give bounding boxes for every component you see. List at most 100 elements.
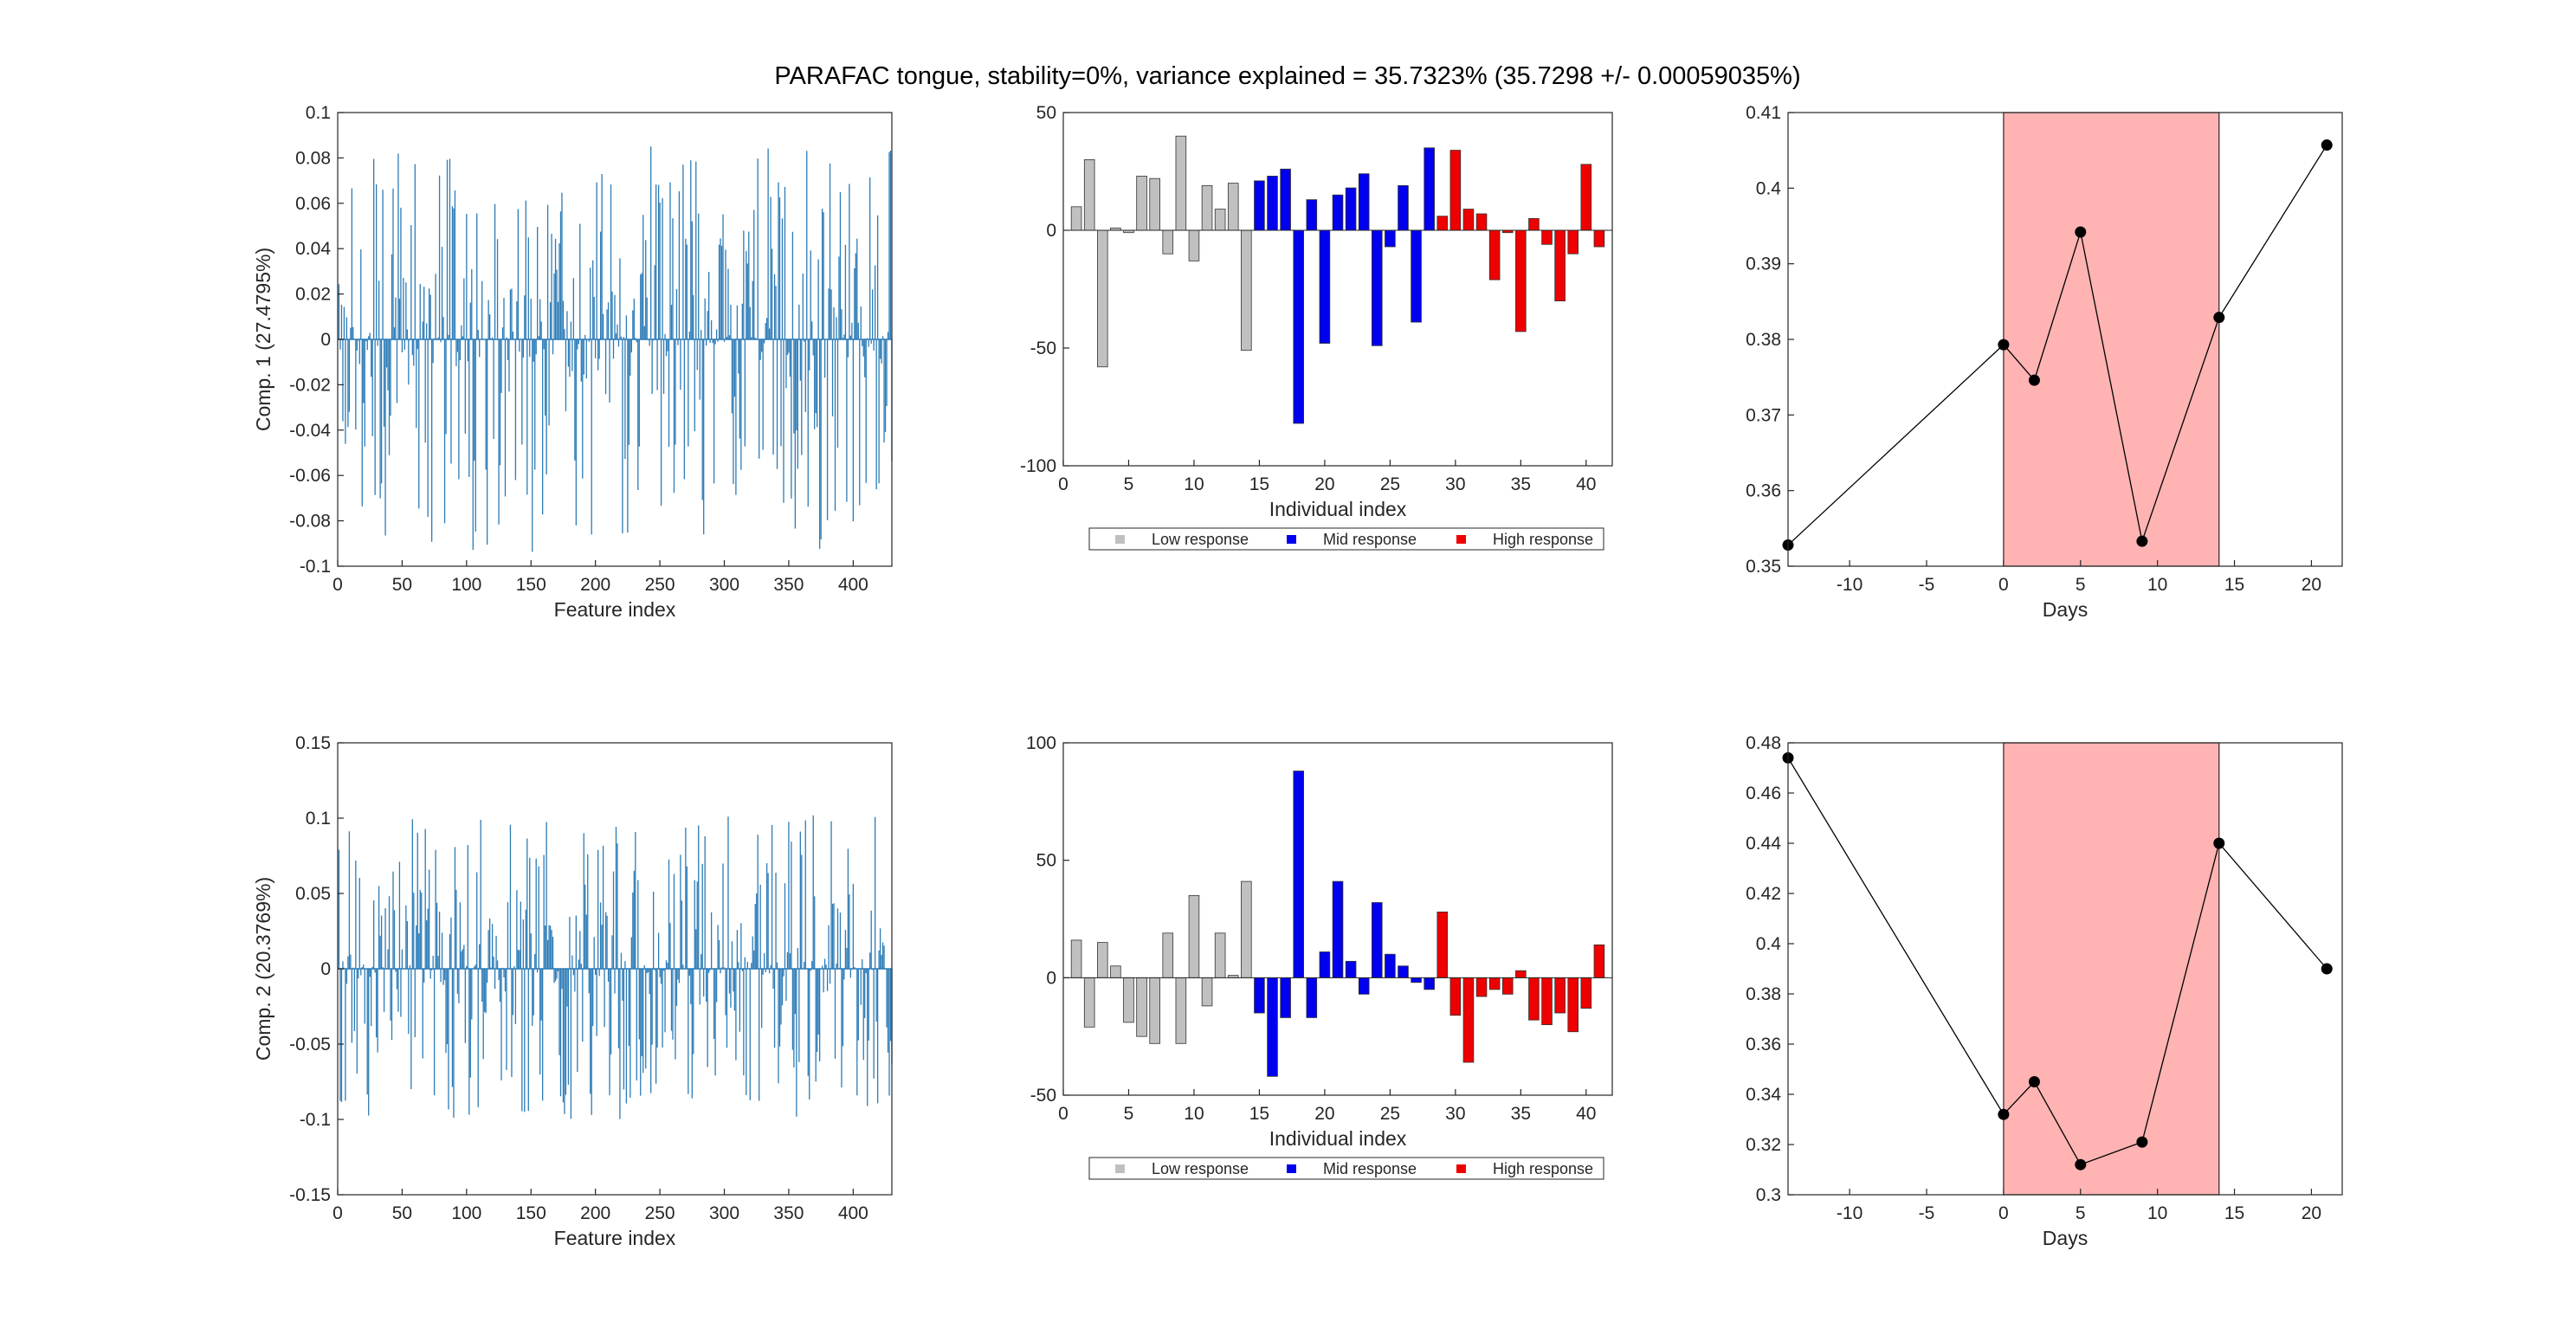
x-tick-label: 300 xyxy=(709,575,739,595)
x-tick-label: 300 xyxy=(709,1203,739,1223)
bar-low xyxy=(1136,176,1147,231)
y-tick-label: 0.38 xyxy=(1746,984,1781,1004)
bar-low xyxy=(1096,229,1108,368)
bar-low xyxy=(1149,977,1160,1044)
x-tick-label: 0 xyxy=(1058,474,1068,494)
x-tick-label: -5 xyxy=(1919,1203,1935,1223)
y-axis-label: Comp. 2 (20.3769%) xyxy=(252,877,274,1061)
bar-high xyxy=(1593,944,1605,978)
bar-high xyxy=(1580,977,1592,1009)
bar-mid xyxy=(1345,187,1357,231)
subplot-features-1: 0 50 100 150 200 250 300 350 400 -0.1 -0.08 -0.06 -0… xyxy=(252,103,893,621)
x-tick-label: 35 xyxy=(1511,1104,1531,1124)
subplot-individuals-1: Low response Mid response High response 0 5 1… xyxy=(1020,103,1613,551)
bar-low xyxy=(1136,977,1147,1037)
bar-mid xyxy=(1332,194,1344,231)
bar-low xyxy=(1070,939,1082,978)
x-tick-label: 10 xyxy=(1184,474,1204,494)
bar-low xyxy=(1201,184,1213,231)
bar-mid xyxy=(1254,180,1265,231)
y-tick-label: -100 xyxy=(1020,456,1056,476)
x-tick-label: 400 xyxy=(838,1203,868,1223)
legend: Low response Mid response High response xyxy=(1088,527,1604,551)
bar-low xyxy=(1241,880,1252,978)
y-tick-label: 0.04 xyxy=(295,239,331,259)
axes-frame xyxy=(1062,112,1613,467)
x-tick-label: 400 xyxy=(838,575,868,595)
x-tick-label: 35 xyxy=(1511,474,1531,494)
x-tick-label: 20 xyxy=(1314,474,1334,494)
bar-mid xyxy=(1398,184,1409,231)
y-tick-label: -0.15 xyxy=(289,1185,331,1205)
data-point xyxy=(2028,374,2040,386)
bar-low xyxy=(1149,177,1160,231)
bar-high xyxy=(1462,209,1475,231)
x-tick-label: 200 xyxy=(580,1203,610,1223)
legend-swatch-mid xyxy=(1287,535,1296,544)
y-tick-label: 0.3 xyxy=(1756,1185,1781,1205)
data-point xyxy=(2075,226,2087,238)
bar-high xyxy=(1528,217,1540,231)
bar-high xyxy=(1541,977,1553,1026)
x-axis-label: Days xyxy=(2043,1227,2088,1249)
bar-mid xyxy=(1371,902,1383,978)
y-tick-label: 0.39 xyxy=(1746,255,1781,274)
x-tick-label: 0 xyxy=(1998,1203,2009,1223)
legend-label-mid: Mid response xyxy=(1323,531,1417,548)
data-point xyxy=(2321,139,2333,152)
y-tick-label: 0.44 xyxy=(1746,834,1781,854)
shaded-region xyxy=(2003,112,2220,567)
bar-high xyxy=(1488,229,1501,281)
bar-low xyxy=(1083,977,1095,1028)
bar-high xyxy=(1449,977,1462,1016)
bar-low xyxy=(1162,932,1174,978)
x-tick-label: -5 xyxy=(1919,575,1935,595)
data-point xyxy=(2213,837,2225,849)
x-tick-label: 40 xyxy=(1576,1104,1596,1124)
bar-high xyxy=(1475,977,1488,997)
bar-mid xyxy=(1306,977,1318,1018)
bar-high xyxy=(1436,216,1449,231)
bar-mid xyxy=(1319,951,1331,978)
bar-mid xyxy=(1267,977,1278,1077)
x-tick-label: 100 xyxy=(451,575,481,595)
y-tick-label: -0.1 xyxy=(300,557,331,577)
bar-mid xyxy=(1371,229,1383,346)
y-tick-label: 0.36 xyxy=(1746,481,1781,501)
y-tick-label: -50 xyxy=(1030,1086,1056,1106)
y-tick-label: 0.4 xyxy=(1756,178,1782,198)
legend-swatch-low xyxy=(1115,535,1125,544)
x-tick-label: 0 xyxy=(1058,1104,1068,1124)
bar-mid xyxy=(1424,147,1435,231)
x-tick-label: 25 xyxy=(1380,474,1400,494)
data-point xyxy=(1998,339,2010,351)
y-tick-label: -0.06 xyxy=(289,466,331,486)
bar-high xyxy=(1567,229,1579,255)
x-tick-label: 10 xyxy=(1184,1104,1204,1124)
y-tick-label: -0.04 xyxy=(289,421,331,441)
legend: Low response Mid response High response xyxy=(1088,1157,1604,1180)
bar-high xyxy=(1488,977,1501,990)
x-tick-label: 0 xyxy=(332,1203,343,1223)
subplot-features-2: 0 50 100 150 200 250 300 350 400 -0.15 -0.1 -0.05 0 0… xyxy=(252,733,893,1249)
x-tick-label: 20 xyxy=(2302,575,2321,595)
x-tick-label: -10 xyxy=(1837,575,1863,595)
bar-mid xyxy=(1267,176,1278,231)
x-tick-label: 30 xyxy=(1445,474,1465,494)
data-point xyxy=(2075,1158,2087,1171)
subplot-days-2: -10 -5 0 5 10 15 20 0.3 0.32 0.34 0.36 0.38 0.4 0.42 0… xyxy=(1746,733,2343,1249)
bar-high xyxy=(1462,977,1475,1063)
x-tick-label: 20 xyxy=(2302,1203,2321,1223)
y-tick-label: 0.1 xyxy=(306,809,331,829)
y-tick-label: -0.1 xyxy=(300,1110,331,1130)
bar-low xyxy=(1241,229,1252,351)
bar-mid xyxy=(1332,880,1344,978)
x-tick-label: 10 xyxy=(2147,575,2167,595)
y-tick-label: 0.48 xyxy=(1746,733,1781,753)
bar-high xyxy=(1475,213,1488,231)
x-tick-label: 100 xyxy=(451,1203,481,1223)
x-tick-label: 150 xyxy=(516,575,546,595)
x-tick-label: 5 xyxy=(2076,1203,2086,1223)
y-tick-label: 0.1 xyxy=(306,103,331,123)
bar-low xyxy=(1227,183,1239,231)
